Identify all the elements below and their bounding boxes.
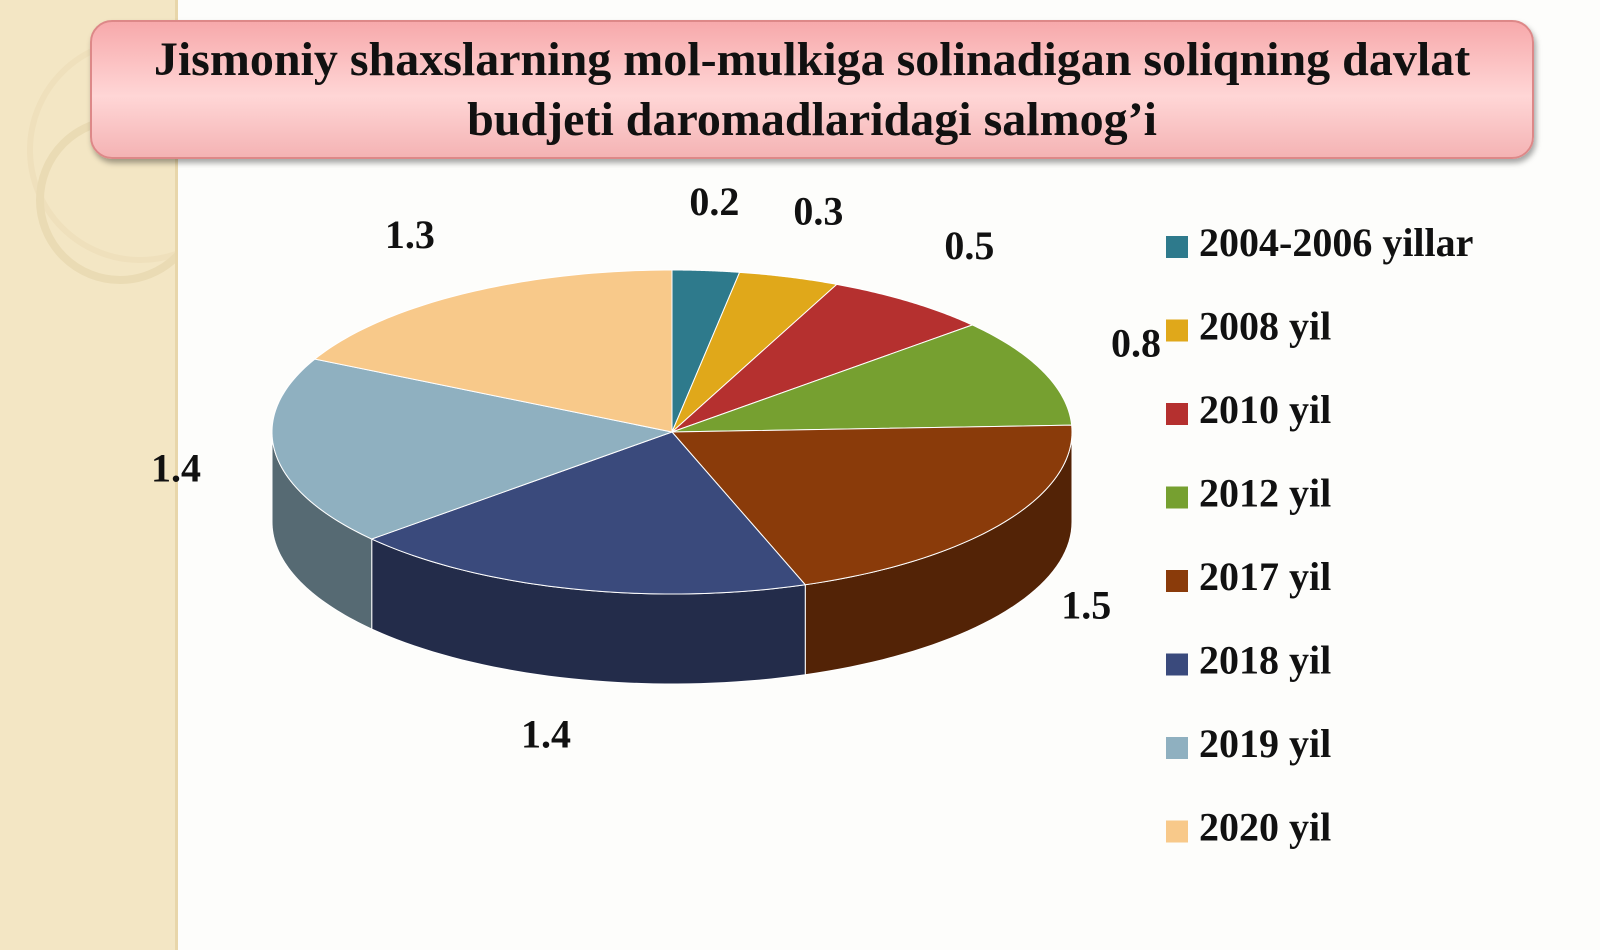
data-label: 0.3	[793, 188, 843, 233]
title-box: Jismoniy shaxslarning mol-mulkiga solina…	[90, 20, 1534, 159]
legend-swatch	[1166, 737, 1188, 759]
legend-label: 2017 yil	[1199, 554, 1331, 599]
slice	[271, 358, 674, 540]
data-label: 1.3	[385, 212, 435, 257]
legend-label: 2004-2006 yillar	[1199, 220, 1473, 265]
data-label: 0.8	[1111, 321, 1161, 366]
legend-swatch	[1166, 403, 1188, 425]
slice	[671, 324, 1073, 433]
legend-swatch	[1166, 236, 1188, 258]
legend-label: 2010 yil	[1199, 387, 1331, 432]
slice	[671, 271, 838, 433]
data-label: 1.4	[151, 445, 201, 490]
legend-label: 2018 yil	[1199, 638, 1331, 683]
legend-label: 2012 yil	[1199, 471, 1331, 516]
legend-label: 2020 yil	[1199, 805, 1331, 850]
data-label: 1.5	[1061, 583, 1111, 628]
data-label: 0.5	[944, 223, 994, 268]
legend-label: 2008 yil	[1199, 304, 1331, 349]
data-label: 1.4	[521, 712, 571, 757]
legend-swatch	[1166, 653, 1188, 676]
data-label: 0.2	[689, 179, 739, 224]
slice	[671, 283, 974, 433]
chart-title: Jismoniy shaxslarning mol-mulkiga solina…	[153, 32, 1471, 146]
slice	[370, 431, 807, 595]
legend-swatch	[1166, 570, 1188, 592]
legend-label: 2019 yil	[1199, 721, 1331, 766]
slice	[670, 424, 1073, 586]
legend-swatch	[1166, 319, 1188, 342]
slice	[313, 269, 673, 433]
legend-swatch	[1166, 486, 1188, 509]
legend-swatch	[1166, 820, 1188, 843]
